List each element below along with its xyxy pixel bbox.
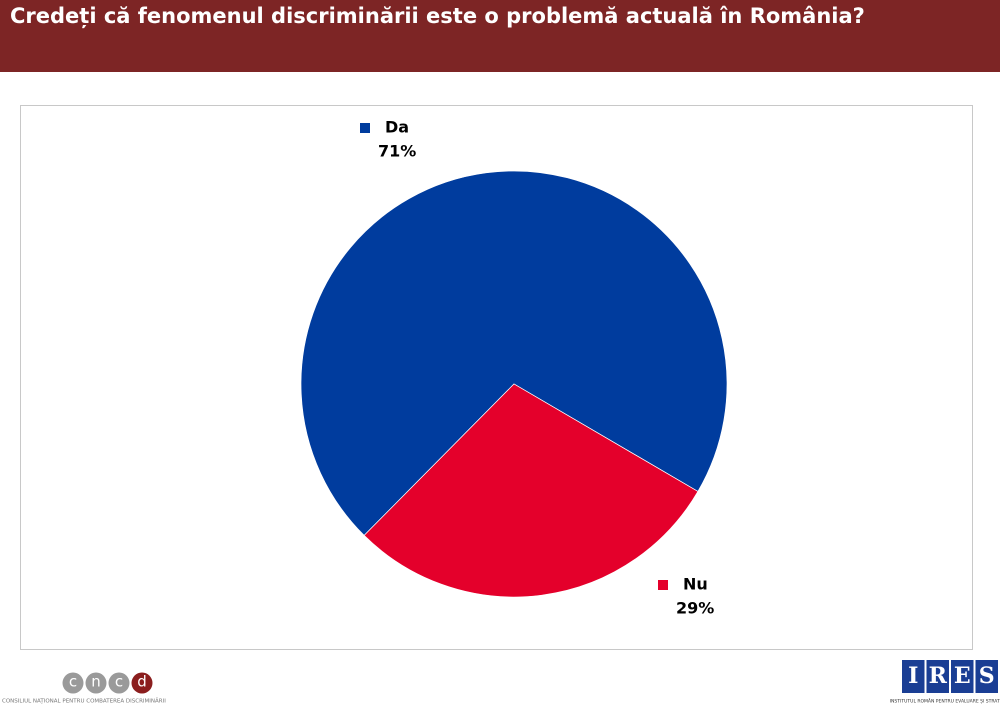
logo-circle [108,672,130,694]
header-band [0,0,1000,72]
logo-letter: I [908,663,918,689]
logo-letter: S [979,663,995,689]
category-label: Nu [683,575,708,594]
logo-letter: E [954,663,971,689]
chart-frame [20,105,973,650]
logo-circle [85,672,107,694]
logo-letter: d [137,673,147,691]
pie-slice [363,383,699,598]
logo-caption: INSTITUTUL ROMÂN PENTRU EVALUARE ȘI STRA… [890,698,1000,705]
logo-letter: c [69,673,77,691]
pie-slice [300,170,728,536]
legend-swatch [360,123,370,133]
logo-circle [62,672,84,694]
value-label: 29% [676,599,714,618]
category-label: Da [385,118,409,137]
value-label: 71% [378,142,416,161]
logo-letter: c [115,673,123,691]
logo-circle [131,672,153,694]
logo-letter: R [929,663,948,689]
logo-caption: CONSILIUL NAȚIONAL PENTRU COMBATEREA DIS… [2,698,166,705]
logo-box [951,660,974,693]
logo-letter: n [91,673,101,691]
chart-title: Credeți că fenomenul discriminării este … [10,4,865,29]
logo-box [975,660,998,693]
legend-swatch [658,580,668,590]
logo-box [926,660,949,693]
logo-box [902,660,925,693]
